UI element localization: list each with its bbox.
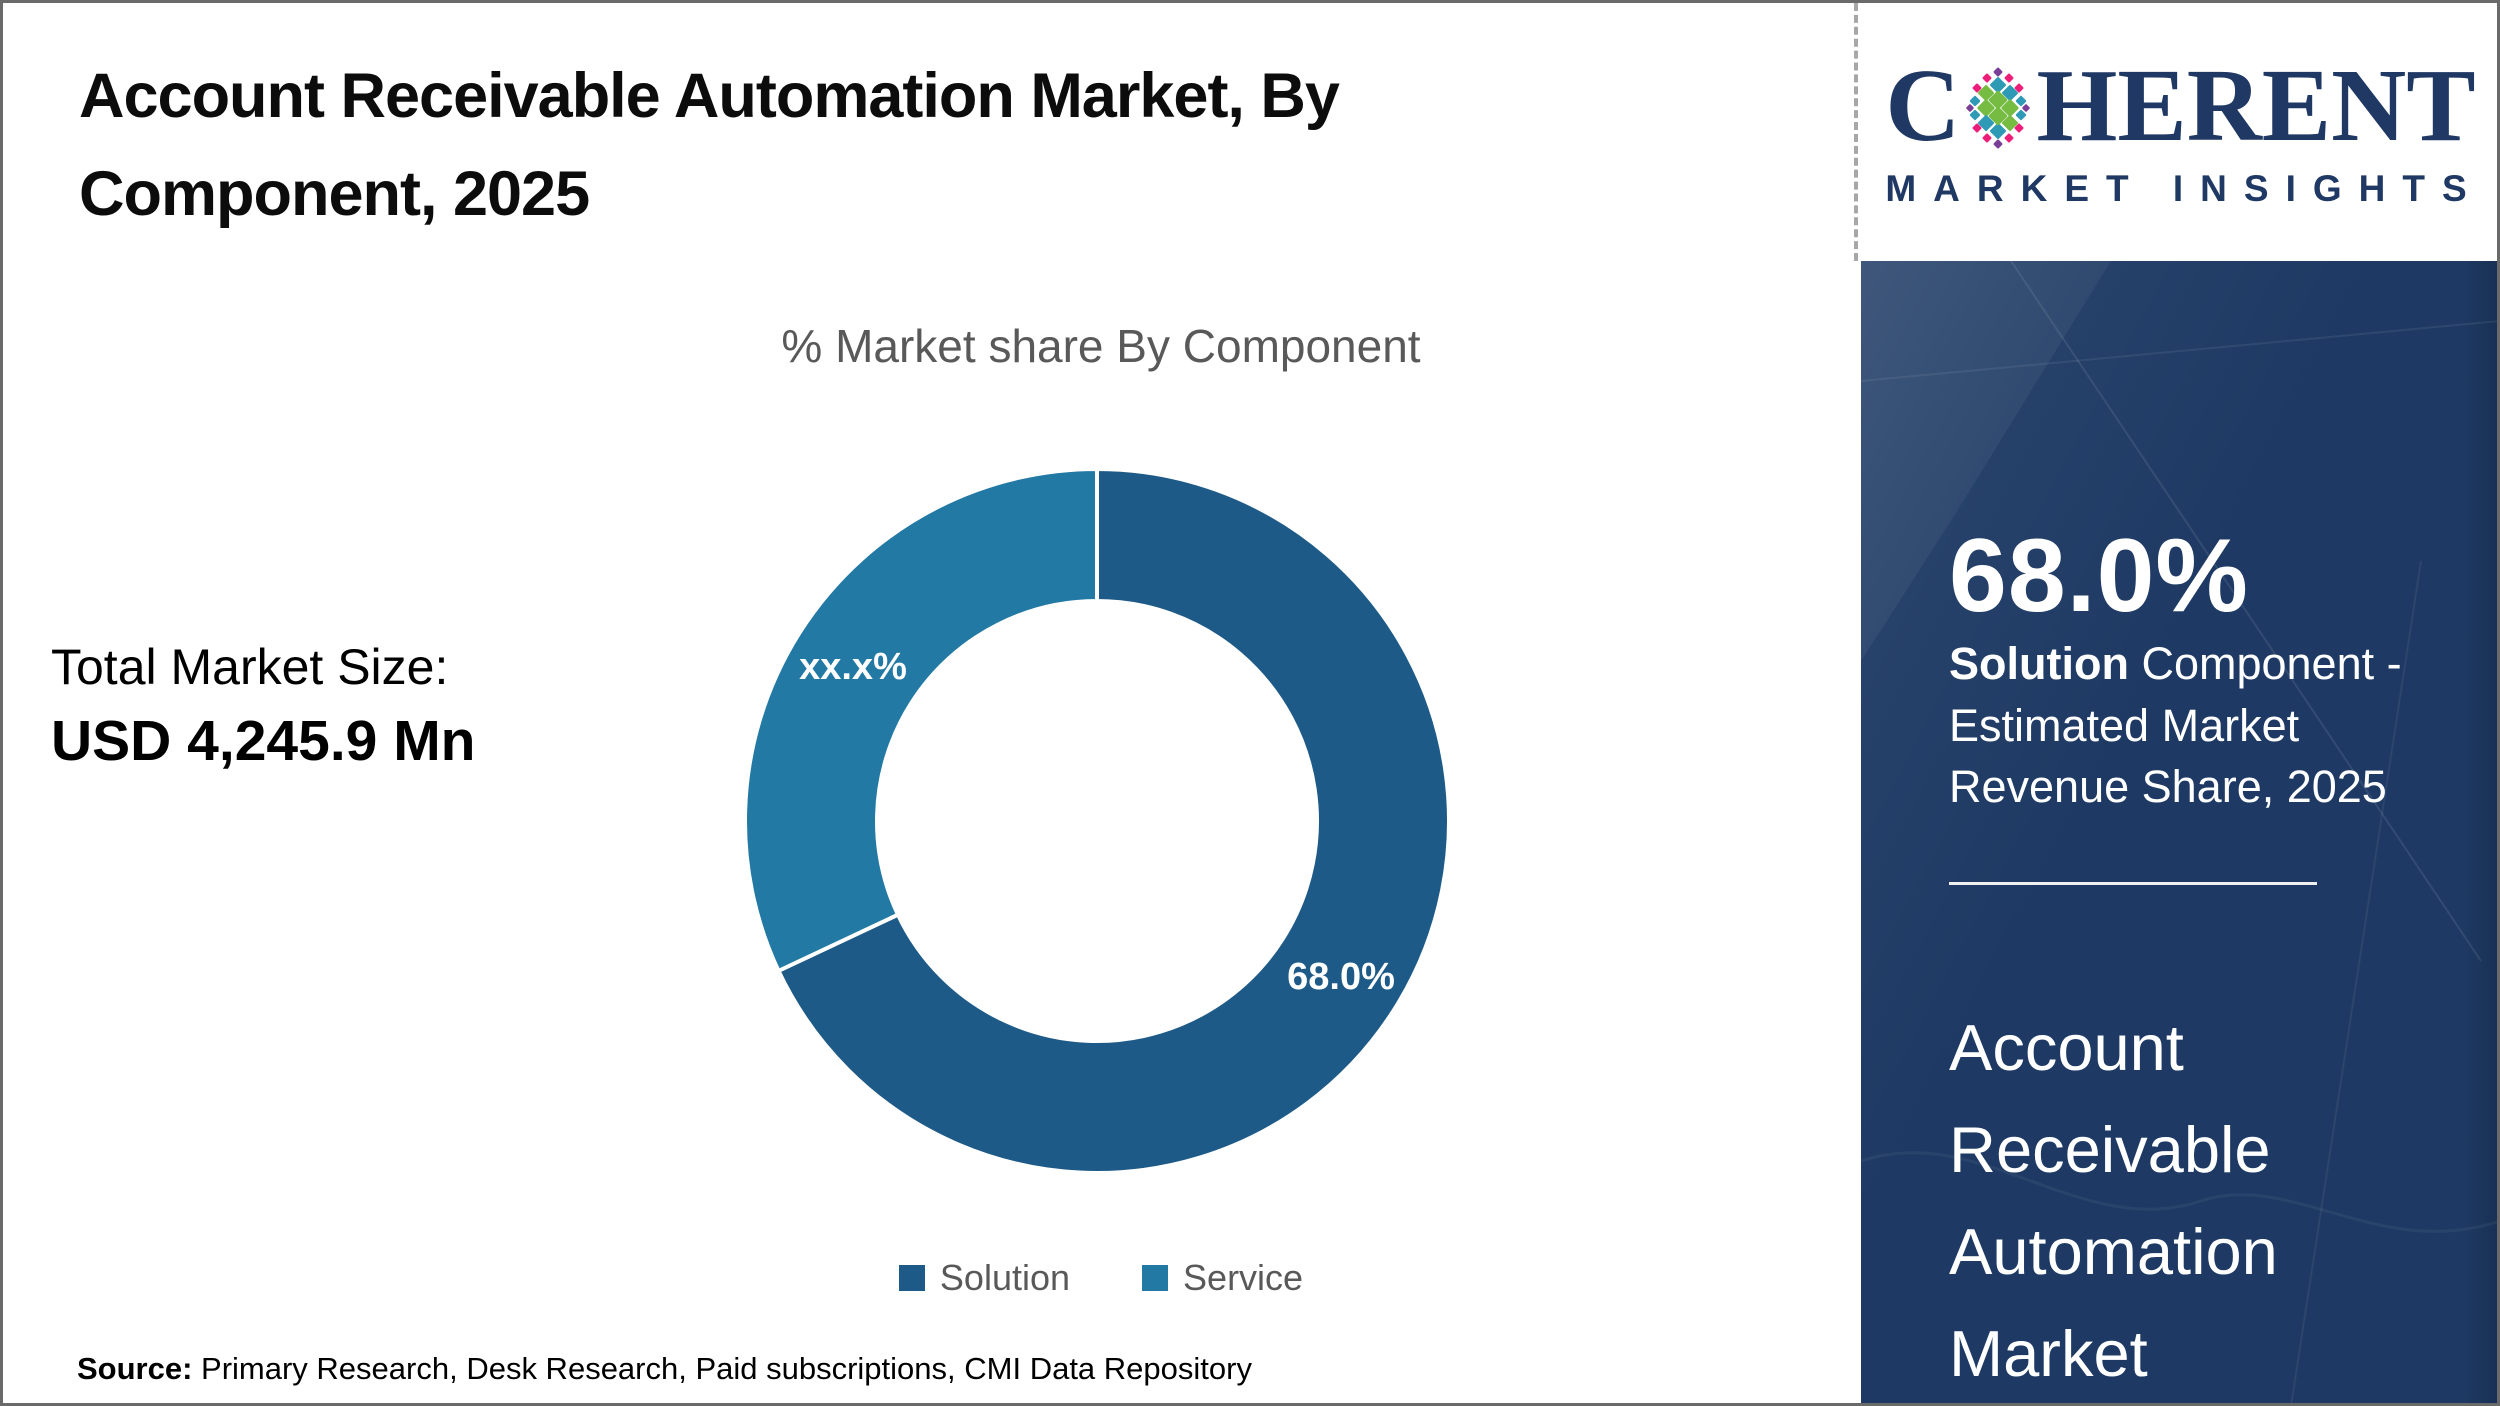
side-panel: 68.0% Solution Component - Estimated Mar… [1861,261,2497,1403]
sidebar-stat-desc-bold: Solution [1949,638,2129,689]
source-label: Source: [77,1351,193,1386]
brand-logo-wordmark: C HERENT [1885,54,2475,158]
page-title: Account Receivable Automation Market, By… [79,61,1340,230]
source-text: Primary Research, Desk Research, Paid su… [192,1351,1252,1386]
source-note: Source: Primary Research, Desk Research,… [77,1351,1252,1387]
brand-logo: C HERENT MARKET INSIGHTS [1861,3,2497,261]
donut-slice-label: 68.0% [1287,956,1395,998]
donut-chart-svg: 68.0% xx.x% [743,467,1451,1175]
legend-label-solution: Solution [939,1257,1071,1298]
legend-label-service: Service [1183,1257,1304,1298]
globe-dots-icon [1966,67,2031,149]
donut-slice-solution [776,467,1451,1175]
sidebar-market-name: Account Receivable Automation Market [1949,1011,2278,1391]
logo-letters-rest: HERENT [2036,48,2476,163]
legend-swatch-service [1142,1265,1169,1291]
total-market-size-value: USD 4,245.9 Mn [51,708,476,773]
sidebar-stat-desc-rest: Component - Estimated Market Revenue Sha… [1949,638,2402,813]
total-market-size: Total Market Size: USD 4,245.9 Mn [51,631,476,778]
donut-slice-service [743,467,1099,973]
donut-chart: 68.0% xx.x% [737,461,1457,1181]
map-texture [1861,261,2497,1403]
logo-letter-c: C [1885,48,1961,163]
sidebar-divider [1949,882,2317,885]
total-market-size-label: Total Market Size: [51,639,449,695]
legend-item-solution: Solution [898,1257,1071,1299]
chart-title: % Market share By Component [781,320,1421,372]
sidebar-stat-description: Solution Component - Estimated Market Re… [1949,633,2419,818]
sidebar-stat-value: 68.0% [1949,518,2249,634]
brand-tagline: MARKET INSIGHTS [1885,168,2484,209]
donut-slice-label: xx.x% [799,646,907,688]
chart-legend: Solution Service [701,1257,1501,1299]
legend-swatch-solution [898,1265,925,1291]
legend-item-service: Service [1142,1257,1303,1299]
dashed-divider [1854,3,1858,261]
